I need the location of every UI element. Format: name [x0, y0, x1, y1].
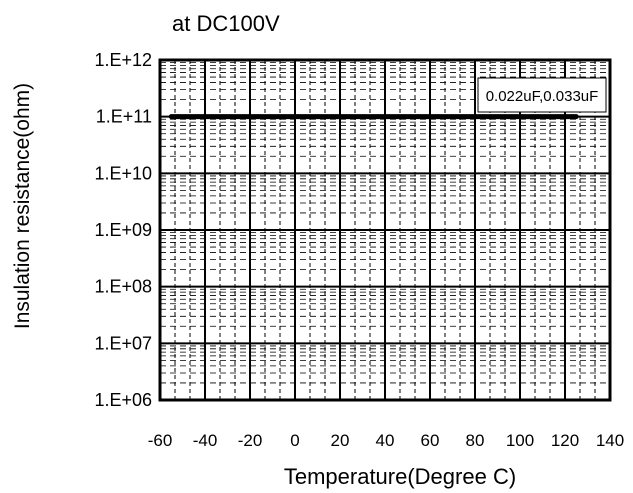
x-tick-label: -40 [193, 431, 218, 450]
x-tick-label: 80 [466, 431, 485, 450]
x-tick-label: 100 [506, 431, 534, 450]
x-tick-label: 140 [596, 431, 624, 450]
y-tick-label: 1.E+11 [96, 107, 152, 127]
y-tick-label: 1.E+08 [94, 277, 152, 297]
x-tick-label: 60 [421, 431, 440, 450]
legend-box [477, 77, 607, 113]
x-tick-label: -20 [238, 431, 263, 450]
x-tick-labels: -60 -40 -20 0 20 40 60 80 100 120 140 [148, 431, 624, 450]
x-tick-label: 0 [290, 431, 299, 450]
y-tick-label: 1.E+06 [94, 390, 152, 410]
legend: 0.022uF,0.033uF [477, 77, 607, 113]
y-tick-label: 1.E+10 [94, 163, 152, 183]
y-tick-label: 1.E+09 [94, 220, 152, 240]
plot-frame [158, 58, 612, 402]
chart-title: at DC100V [172, 11, 280, 36]
y-tick-label: 1.E+12 [94, 50, 152, 70]
legend-entry: 0.022uF,0.033uF [486, 88, 599, 105]
x-tick-label: 40 [376, 431, 395, 450]
x-tick-label: 20 [331, 431, 350, 450]
y-axis-label: Insulation resistance(ohm) [11, 83, 34, 329]
x-tick-label: 120 [551, 431, 579, 450]
y-tick-label: 1.E+07 [94, 333, 152, 353]
y-tick-labels: 1.E+06 1.E+07 1.E+08 1.E+09 1.E+10 1.E+11 1.E+… [94, 50, 152, 410]
x-tick-label: -60 [148, 431, 173, 450]
x-axis-label: Temperature(Degree C) [284, 464, 516, 489]
